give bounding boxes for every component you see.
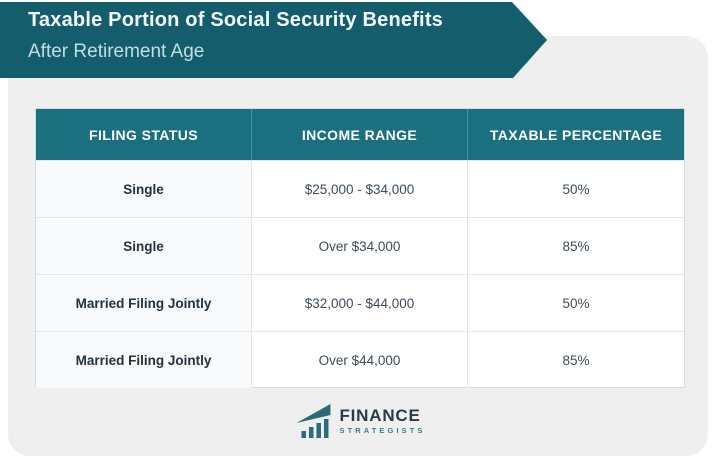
column-header-income-range: INCOME RANGE <box>252 109 468 160</box>
bar-chart-logo-icon <box>296 404 331 438</box>
table-cell-filing-status: Married Filing Jointly <box>36 331 252 388</box>
table-cell-income-range: Over $44,000 <box>252 331 468 388</box>
table-cell-taxable-percentage: 85% <box>468 331 684 388</box>
column-header-taxable-percentage: TAXABLE PERCENTAGE <box>468 109 684 160</box>
page-subtitle: After Retirement Age <box>28 41 205 62</box>
table-cell-filing-status: Single <box>36 217 252 274</box>
table-cell-income-range: Over $34,000 <box>252 217 468 274</box>
table-cell-taxable-percentage: 50% <box>468 274 684 331</box>
table-cell-filing-status: Single <box>36 160 252 217</box>
tax-table: FILING STATUS INCOME RANGE TAXABLE PERCE… <box>35 108 685 388</box>
column-header-filing-status: FILING STATUS <box>36 109 252 160</box>
table-cell-income-range: $25,000 - $34,000 <box>252 160 468 217</box>
logo-brand-subname: STRATEGISTS <box>339 426 426 436</box>
logo-wordmark: FINANCE STRATEGISTS <box>339 407 425 435</box>
table-cell-income-range: $32,000 - $44,000 <box>252 274 468 331</box>
page-title: Taxable Portion of Social Security Benef… <box>28 9 443 31</box>
logo-brand-name: FINANCE <box>339 406 421 426</box>
table-cell-filing-status: Married Filing Jointly <box>36 274 252 331</box>
table-cell-taxable-percentage: 50% <box>468 160 684 217</box>
table-cell-taxable-percentage: 85% <box>468 217 684 274</box>
title-banner <box>0 2 547 78</box>
finance-strategists-logo: FINANCE STRATEGISTS <box>294 402 425 440</box>
